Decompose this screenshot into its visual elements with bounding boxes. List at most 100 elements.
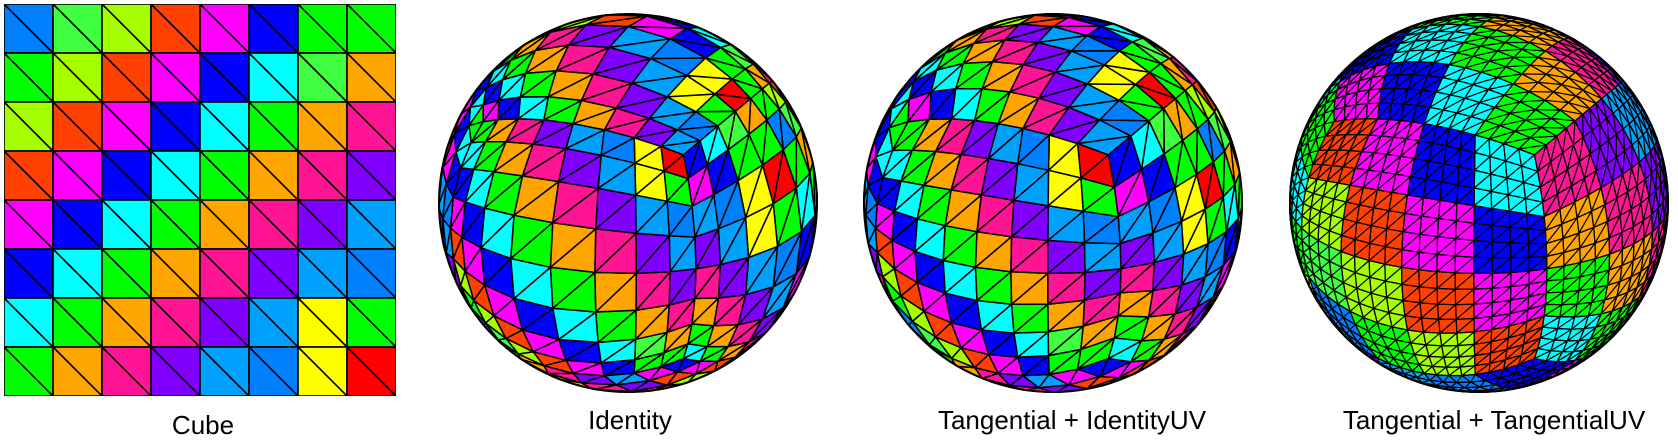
sphere-facet bbox=[1474, 143, 1507, 178]
sphere-facet bbox=[1503, 136, 1557, 155]
cube-cell-diagonal bbox=[346, 4, 396, 54]
sphere-facet bbox=[1301, 211, 1321, 241]
sphere-facet bbox=[1574, 153, 1601, 202]
sphere-outline bbox=[1289, 13, 1669, 393]
sphere-facet bbox=[1387, 330, 1415, 355]
cube-face-image bbox=[4, 4, 396, 396]
sphere-wire bbox=[1516, 357, 1549, 369]
sphere-facet bbox=[1301, 127, 1319, 157]
cube-cell-diagonal bbox=[101, 150, 152, 201]
cube-cell-diagonal bbox=[52, 52, 103, 103]
sphere-facet bbox=[1631, 231, 1653, 277]
cube-cell-diagonal bbox=[150, 297, 201, 348]
cube-cell-diagonal bbox=[346, 346, 396, 396]
sphere-facet bbox=[1407, 158, 1444, 195]
cube-cell-diagonal bbox=[52, 150, 103, 201]
cube-cell-diagonal bbox=[297, 248, 348, 299]
sphere-facet bbox=[1381, 61, 1419, 89]
sphere-facet bbox=[1424, 373, 1449, 386]
cube-cell-diagonal bbox=[297, 297, 348, 348]
sphere-facet bbox=[1544, 84, 1590, 109]
cube-cell-diagonal bbox=[199, 297, 250, 348]
cube-cell-diagonal bbox=[199, 52, 250, 103]
cube-cell-diagonal bbox=[297, 52, 348, 103]
sphere-facet bbox=[1513, 376, 1545, 389]
sphere-facet bbox=[1443, 355, 1475, 376]
sphere-facet bbox=[1601, 140, 1623, 188]
sphere-facet bbox=[1607, 174, 1632, 222]
tangential-tangentialuv-sphere-image bbox=[1289, 13, 1669, 393]
cube-cell-diagonal bbox=[297, 101, 348, 152]
cube-cell-diagonal bbox=[150, 199, 201, 250]
cube-cell-diagonal bbox=[101, 199, 152, 250]
sphere-facet bbox=[1303, 181, 1327, 212]
sphere-facet bbox=[1601, 98, 1624, 141]
cube-cell-diagonal bbox=[150, 4, 201, 54]
cube-cell-diagonal bbox=[150, 101, 201, 152]
sphere-facet bbox=[1475, 369, 1504, 385]
sphere-facet bbox=[1608, 297, 1640, 334]
sphere-wire bbox=[1487, 368, 1517, 379]
sphere-facet bbox=[1355, 88, 1382, 120]
sphere-facet bbox=[1387, 120, 1425, 155]
sphere-facet bbox=[1343, 189, 1378, 226]
cube-cell-diagonal bbox=[248, 4, 299, 54]
cube-cell-diagonal bbox=[346, 101, 396, 152]
sphere-wire bbox=[1447, 374, 1473, 384]
cube-cell-diagonal bbox=[248, 52, 299, 103]
sphere-wire bbox=[1460, 373, 1487, 383]
cube-cell-diagonal bbox=[52, 297, 103, 348]
sphere-facet bbox=[1631, 196, 1650, 244]
sphere-facet bbox=[1639, 252, 1661, 298]
sphere-facet bbox=[634, 194, 668, 234]
sphere-facet bbox=[1440, 331, 1475, 358]
sphere-facet bbox=[1381, 61, 1419, 89]
sphere-facet bbox=[1350, 293, 1378, 323]
cube-cell-diagonal bbox=[199, 248, 250, 299]
sphere-mesh bbox=[863, 13, 1243, 393]
sphere-facet bbox=[1601, 174, 1623, 222]
sphere-facet bbox=[1607, 243, 1634, 286]
cube-cell-diagonal bbox=[199, 346, 250, 396]
sphere-facet bbox=[1525, 358, 1557, 377]
sphere-facet bbox=[1622, 162, 1640, 210]
sphere-facet bbox=[1561, 84, 1602, 109]
cube-cell-diagonal bbox=[52, 101, 103, 152]
cube-cell-diagonal bbox=[52, 199, 103, 250]
cube-cell-diagonal bbox=[199, 199, 250, 250]
sphere-facet bbox=[1607, 209, 1632, 255]
sphere-facet bbox=[1474, 135, 1504, 171]
sphere-facet bbox=[1308, 268, 1327, 296]
sphere-facet bbox=[1308, 150, 1339, 181]
sphere-facet bbox=[1448, 107, 1495, 135]
sphere-facet bbox=[1622, 128, 1640, 175]
sphere-facet bbox=[1545, 51, 1587, 73]
sphere-facet bbox=[1464, 72, 1514, 99]
sphere-outline bbox=[438, 13, 818, 393]
cube-cell-diagonal bbox=[4, 101, 54, 152]
sphere-facet bbox=[1350, 154, 1388, 190]
sphere-facet bbox=[1448, 374, 1476, 388]
cube-cell-diagonal bbox=[150, 52, 201, 103]
identity-sphere-panel bbox=[433, 8, 823, 398]
sphere-facet bbox=[1608, 297, 1640, 334]
tangential-identityuv-sphere-panel bbox=[858, 8, 1248, 398]
cube-cell-diagonal bbox=[4, 52, 54, 103]
sphere-facet bbox=[1649, 151, 1661, 197]
cube-cell-diagonal bbox=[101, 4, 152, 54]
sphere-facet bbox=[1513, 65, 1562, 85]
sphere-facet bbox=[1590, 140, 1609, 188]
sphere-facet bbox=[1546, 233, 1579, 269]
sphere-facet bbox=[1399, 24, 1446, 44]
sphere-facet bbox=[1424, 98, 1465, 129]
cube-cell-diagonal bbox=[297, 199, 348, 250]
sphere-facet bbox=[1369, 231, 1403, 268]
sphere-facet bbox=[1301, 150, 1319, 178]
sphere-facet bbox=[1327, 296, 1351, 322]
cube-cell-diagonal bbox=[248, 297, 299, 348]
sphere-facet bbox=[1318, 211, 1344, 241]
sphere-facet bbox=[1578, 221, 1608, 263]
sphere-facet bbox=[1530, 51, 1576, 73]
sphere-facet bbox=[1408, 373, 1436, 386]
sphere-outline bbox=[863, 13, 1243, 393]
